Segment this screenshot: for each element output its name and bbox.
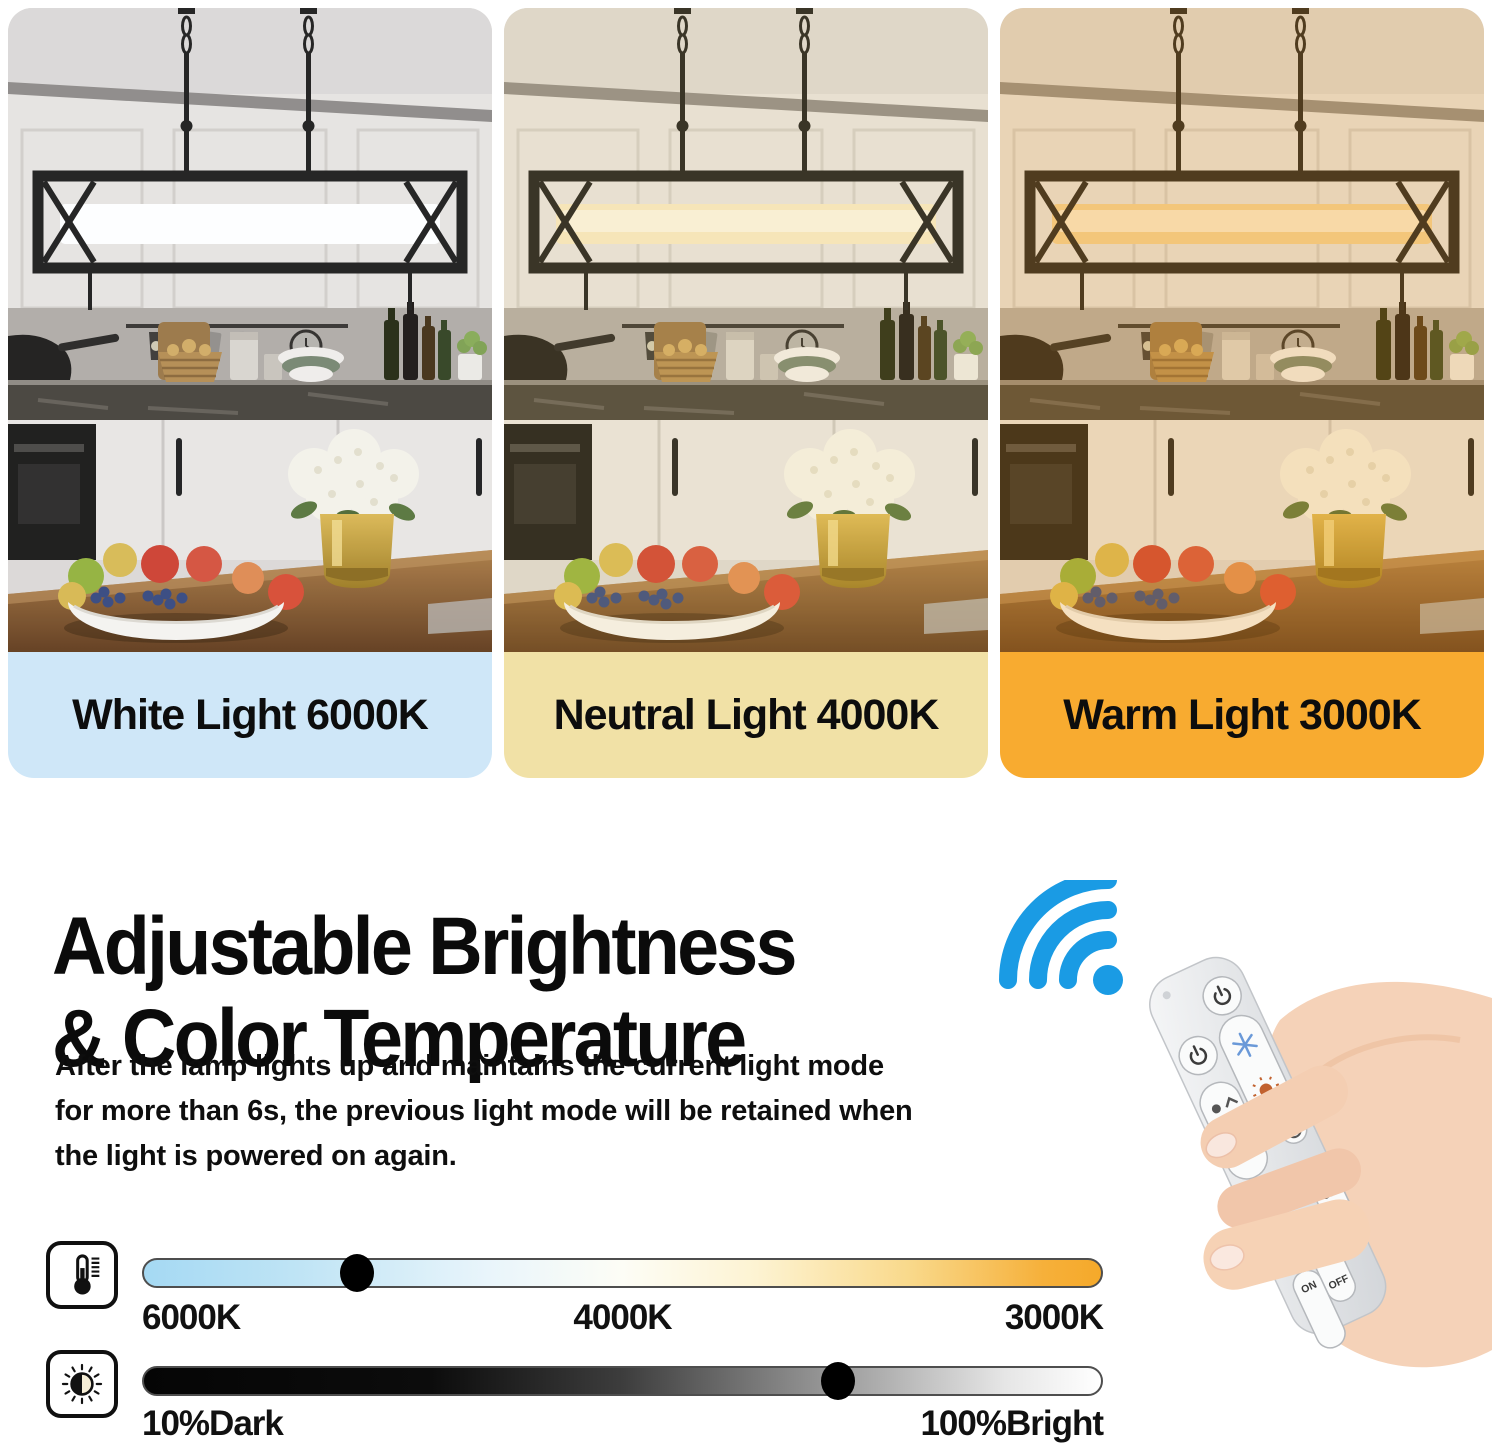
page-title: Adjustable Brightness & Color Temperatur… — [52, 900, 797, 1085]
title-line-1: Adjustable Brightness — [52, 900, 797, 992]
mode-warm-light: Warm Light 3000K — [1000, 8, 1484, 778]
mode-label-neutral: Neutral Light 4000K — [504, 652, 988, 778]
brightness-icon — [46, 1350, 118, 1418]
description-line: for more than 6s, the previous light mod… — [55, 1095, 913, 1127]
remote-control-graphic: ON 3 OFF ON 2 OFF ON — [980, 880, 1492, 1448]
mode-comparison: White Light 6000K Neutral Light 4000K Wa… — [8, 8, 1484, 778]
temperature-marker — [340, 1254, 374, 1292]
temperature-ticks: 6000K 4000K 3000K — [142, 1298, 1104, 1338]
tick-4000k: 4000K — [573, 1298, 672, 1337]
label-10-dark: 10%Dark — [142, 1404, 284, 1443]
kitchen-scene — [504, 8, 988, 652]
power-button — [1202, 976, 1242, 1016]
mode-label-white: White Light 6000K — [8, 652, 492, 778]
kitchen-photo-neutral-light — [504, 8, 988, 652]
tick-3000k: 3000K — [1004, 1298, 1104, 1337]
thermometer-icon — [46, 1241, 118, 1309]
kitchen-scene — [1000, 8, 1484, 652]
kitchen-scene — [8, 8, 492, 652]
thumb — [1203, 1199, 1371, 1290]
snowflake-icon — [1232, 1032, 1258, 1057]
middle-finger — [1217, 1148, 1362, 1229]
description-line: After the lamp lights up and maintains t… — [55, 1050, 884, 1082]
mode-white-light: White Light 6000K — [8, 8, 492, 778]
brightness-marker — [821, 1362, 855, 1400]
kitchen-photo-warm-light — [1000, 8, 1484, 652]
mode-label-warm: Warm Light 3000K — [1000, 652, 1484, 778]
index-finger — [1200, 1065, 1348, 1169]
mode-neutral-light: Neutral Light 4000K — [504, 8, 988, 778]
kitchen-photo-white-light — [8, 8, 492, 652]
feature-description: After the lamp lights up and maintains t… — [55, 1044, 913, 1179]
label-100-bright: 100%Bright — [920, 1404, 1104, 1443]
color-temperature-bar — [142, 1258, 1103, 1288]
title-line-2: & Color Temperature — [52, 992, 747, 1084]
wifi-icon — [999, 880, 1123, 995]
description-line: the light is powered on again. — [55, 1140, 457, 1172]
power-button — [1178, 1035, 1218, 1076]
brightness-labels: 10%Dark 100%Bright — [142, 1404, 1104, 1444]
brightness-bar — [142, 1366, 1103, 1396]
tick-6000k: 6000K — [142, 1298, 241, 1337]
